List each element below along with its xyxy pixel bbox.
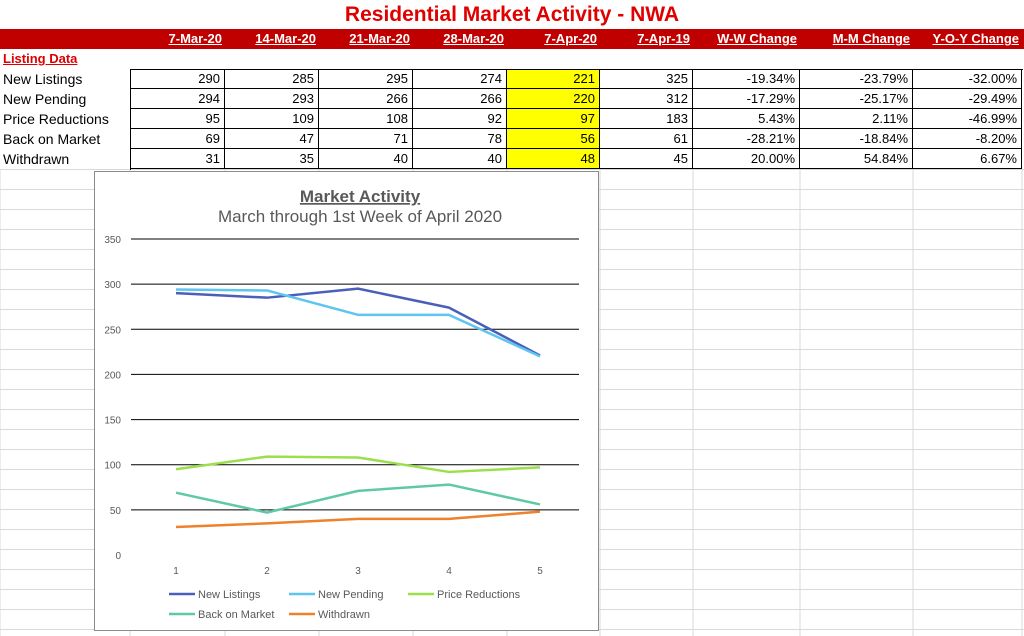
column-header[interactable]: 21-Mar-20 (349, 31, 410, 46)
table-cell[interactable]: 109 (225, 109, 319, 129)
sheet-title: Residential Market Activity - NWA (344, 3, 680, 26)
table-row: New Listings 290 285 295 274 221 325 -19.34% -23… (0, 69, 1024, 89)
chart-subtitle: March through 1st Week of April 2020 (218, 207, 502, 226)
table-cell[interactable]: 266 (413, 89, 507, 109)
table-cell[interactable]: 71 (319, 129, 413, 149)
y-tick-label: 200 (104, 370, 121, 381)
legend-label: Withdrawn (318, 609, 370, 621)
table-cell[interactable]: 31 (130, 149, 225, 169)
table-cell[interactable]: -32.00% (913, 69, 1022, 89)
table-row: Price Reductions 95 109 108 92 97 183 5.43% 2.11… (0, 109, 1024, 129)
table-cell[interactable]: 92 (413, 109, 507, 129)
column-header-row: 7-Mar-20 14-Mar-20 21-Mar-20 28-Mar-20 7-Apr… (0, 29, 1024, 49)
table-cell[interactable]: 97 (507, 109, 600, 129)
table-cell[interactable]: 20.00% (693, 149, 800, 169)
table-cell[interactable]: 290 (130, 69, 225, 89)
table-cell[interactable]: 40 (319, 149, 413, 169)
table-cell[interactable]: 61 (600, 129, 693, 149)
column-header[interactable]: 14-Mar-20 (255, 31, 316, 46)
y-tick-label: 300 (104, 280, 121, 291)
row-label[interactable]: Back on Market (3, 131, 101, 147)
table-cell[interactable]: 295 (319, 69, 413, 89)
column-header[interactable]: M-M Change (832, 31, 910, 46)
table-cell[interactable]: 95 (130, 109, 225, 129)
table-cell[interactable]: -17.29% (693, 89, 800, 109)
table-row: Back on Market 69 47 71 78 56 61 -28.21% -18.84%… (0, 129, 1024, 149)
table-cell[interactable]: 5.43% (693, 109, 800, 129)
table-cell[interactable]: 78 (413, 129, 507, 149)
table-cell[interactable]: 183 (600, 109, 693, 129)
x-tick-label: 5 (537, 566, 543, 577)
x-tick-label: 4 (446, 566, 452, 577)
table-cell[interactable]: 45 (600, 149, 693, 169)
legend-label: Price Reductions (437, 589, 521, 601)
table-cell[interactable]: 69 (130, 129, 225, 149)
series-line (175, 288, 541, 358)
table-cell[interactable]: 285 (225, 69, 319, 89)
column-header[interactable]: 7-Mar-20 (168, 31, 222, 46)
column-header[interactable]: W-W Change (717, 31, 797, 46)
column-header[interactable]: 28-Mar-20 (443, 31, 504, 46)
legend-label: Back on Market (198, 609, 274, 621)
row-label[interactable]: Price Reductions (3, 111, 109, 127)
x-tick-label: 3 (355, 566, 361, 577)
section-label[interactable]: Listing Data (3, 51, 78, 66)
table-row: Withdrawn 31 35 40 40 48 45 20.00% 54.84% 6.67% (0, 149, 1024, 169)
table-cell[interactable]: 312 (600, 89, 693, 109)
table-cell[interactable]: 40 (413, 149, 507, 169)
column-header[interactable]: 7-Apr-19 (637, 31, 690, 46)
table-cell[interactable]: 47 (225, 129, 319, 149)
series-line (175, 483, 541, 514)
y-tick-label: 350 (104, 235, 121, 246)
legend-label: New Pending (318, 589, 383, 601)
y-tick-label: 250 (104, 325, 121, 336)
row-label[interactable]: Withdrawn (3, 151, 70, 167)
table-cell[interactable]: 6.67% (913, 149, 1022, 169)
table-cell[interactable]: 221 (507, 69, 600, 89)
table-cell[interactable]: 54.84% (800, 149, 913, 169)
table-cell[interactable]: 266 (319, 89, 413, 109)
table-cell[interactable]: 274 (413, 69, 507, 89)
table-cell[interactable]: -28.21% (693, 129, 800, 149)
table-cell[interactable]: 2.11% (800, 109, 913, 129)
x-tick-label: 1 (173, 566, 179, 577)
table-cell[interactable]: 293 (225, 89, 319, 109)
table-cell[interactable]: -18.84% (800, 129, 913, 149)
column-header[interactable]: Y-O-Y Change (932, 31, 1019, 46)
table-row: New Pending 294 293 266 266 220 312 -17.29% -25.… (0, 89, 1024, 109)
y-tick-label: 150 (104, 416, 121, 427)
row-label[interactable]: New Listings (3, 71, 83, 87)
legend-label: New Listings (198, 589, 261, 601)
y-tick-label: 50 (110, 506, 122, 517)
y-tick-label: 100 (104, 461, 121, 472)
table-cell[interactable]: -29.49% (913, 89, 1022, 109)
table-cell[interactable]: 220 (507, 89, 600, 109)
row-label[interactable]: New Pending (3, 91, 87, 107)
table-cell[interactable]: 48 (507, 149, 600, 169)
table-cell[interactable]: 35 (225, 149, 319, 169)
table-cell[interactable]: -46.99% (913, 109, 1022, 129)
series-line (175, 510, 541, 529)
series-line (175, 287, 541, 357)
column-header[interactable]: 7-Apr-20 (544, 31, 597, 46)
table-cell[interactable]: -23.79% (800, 69, 913, 89)
table-cell[interactable]: 294 (130, 89, 225, 109)
market-activity-chart[interactable]: Market Activity March through 1st Week of… (94, 171, 599, 631)
table-cell[interactable]: 108 (319, 109, 413, 129)
table-cell[interactable]: -8.20% (913, 129, 1022, 149)
table-cell[interactable]: -19.34% (693, 69, 800, 89)
series-line (175, 455, 541, 474)
x-tick-label: 2 (264, 566, 270, 577)
y-tick-label: 0 (115, 551, 121, 562)
table-cell[interactable]: 325 (600, 69, 693, 89)
sheet-title-bar: Residential Market Activity - NWA (0, 0, 1024, 29)
table-cell[interactable]: -25.17% (800, 89, 913, 109)
table-cell[interactable]: 56 (507, 129, 600, 149)
chart-title: Market Activity (300, 187, 421, 206)
